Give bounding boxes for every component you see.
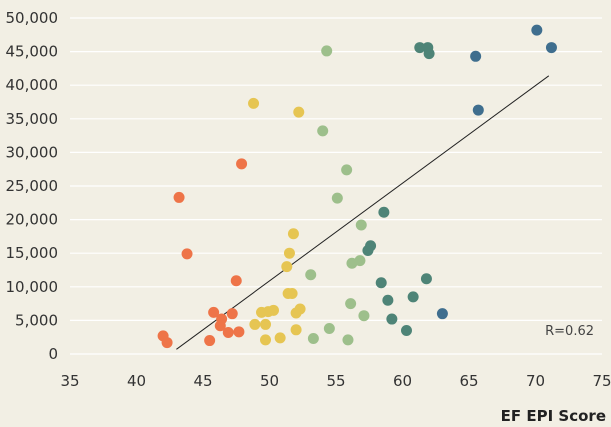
x-axis-title: EF EPI Score bbox=[501, 407, 606, 425]
y-tick-label: 35,000 bbox=[6, 110, 59, 128]
data-point-yellow bbox=[283, 247, 295, 259]
data-point-teal bbox=[386, 313, 398, 325]
trendline-group bbox=[176, 75, 550, 350]
data-point-yellow bbox=[248, 97, 260, 109]
x-tick-label: 60 bbox=[393, 372, 412, 390]
data-point-teal bbox=[378, 206, 390, 218]
y-tick-label: 10,000 bbox=[6, 278, 59, 296]
data-point-yellow bbox=[294, 303, 306, 315]
data-point-green bbox=[317, 125, 329, 137]
data-point-green bbox=[307, 333, 319, 345]
data-point-yellow bbox=[260, 334, 272, 346]
data-point-green bbox=[345, 298, 357, 310]
data-point-orange bbox=[233, 326, 245, 338]
data-point-green bbox=[341, 164, 353, 176]
x-tick-label: 65 bbox=[459, 372, 478, 390]
data-point-yellow bbox=[287, 228, 299, 240]
data-point-green bbox=[358, 310, 370, 322]
y-tick-label: 5,000 bbox=[15, 311, 58, 329]
data-point-teal bbox=[420, 273, 432, 285]
y-tick-label: 40,000 bbox=[6, 76, 59, 94]
x-tick-label: 55 bbox=[326, 372, 345, 390]
data-point-yellow bbox=[249, 318, 261, 330]
gridlines bbox=[70, 17, 602, 355]
data-point-orange bbox=[236, 158, 248, 170]
y-tick-label: 25,000 bbox=[6, 177, 59, 195]
data-point-orange bbox=[222, 326, 234, 338]
y-tick-label: 50,000 bbox=[6, 9, 59, 27]
x-tick-label: 40 bbox=[127, 372, 146, 390]
data-point-green bbox=[354, 255, 366, 267]
data-point-blue bbox=[470, 50, 482, 62]
x-tick-label: 70 bbox=[526, 372, 545, 390]
data-point-yellow bbox=[281, 261, 293, 273]
data-points bbox=[157, 24, 557, 349]
data-point-green bbox=[342, 334, 354, 346]
data-point-green bbox=[331, 192, 343, 204]
data-point-orange bbox=[230, 275, 242, 287]
data-point-yellow bbox=[274, 332, 286, 344]
data-point-orange bbox=[226, 308, 238, 320]
x-tick-label: 35 bbox=[60, 372, 79, 390]
data-point-blue bbox=[545, 42, 557, 54]
data-point-orange bbox=[173, 191, 185, 203]
data-point-teal bbox=[400, 324, 412, 336]
data-point-yellow bbox=[260, 318, 272, 330]
x-tick-label: 50 bbox=[260, 372, 279, 390]
data-point-orange bbox=[216, 313, 228, 325]
data-point-green bbox=[323, 322, 335, 334]
data-point-teal bbox=[382, 294, 394, 306]
data-point-yellow bbox=[267, 304, 279, 316]
data-point-blue bbox=[436, 308, 448, 320]
data-point-teal bbox=[423, 48, 435, 60]
data-point-yellow bbox=[286, 288, 298, 300]
y-tick-label: 30,000 bbox=[6, 143, 59, 161]
data-point-yellow bbox=[290, 324, 302, 336]
data-point-orange bbox=[208, 306, 220, 318]
data-point-orange bbox=[161, 337, 173, 349]
data-point-teal bbox=[375, 277, 387, 289]
data-point-green bbox=[321, 45, 333, 57]
y-tick-label: 45,000 bbox=[6, 43, 59, 61]
correlation-annotation: R=0.62 bbox=[545, 324, 594, 339]
y-axis-tick-labels: 0 5,000 10,000 15,000 20,000 25,000 30,000 35,0… bbox=[6, 9, 59, 363]
y-tick-label: 0 bbox=[48, 345, 58, 363]
data-point-teal bbox=[365, 240, 377, 252]
data-point-orange bbox=[181, 248, 193, 260]
y-tick-label: 20,000 bbox=[6, 211, 59, 229]
data-point-teal bbox=[414, 42, 426, 54]
data-point-green bbox=[355, 219, 367, 231]
data-point-blue bbox=[531, 24, 543, 36]
x-tick-label: 45 bbox=[193, 372, 212, 390]
data-point-blue bbox=[472, 104, 484, 116]
y-tick-label: 15,000 bbox=[6, 244, 59, 262]
data-point-orange bbox=[204, 335, 216, 347]
trendline bbox=[176, 75, 550, 350]
data-point-teal bbox=[407, 291, 419, 303]
x-axis-tick-labels: 35 40 45 50 55 60 65 70 75 bbox=[60, 372, 611, 390]
data-point-green bbox=[305, 269, 317, 281]
data-point-yellow bbox=[293, 106, 305, 118]
x-tick-label: 75 bbox=[592, 372, 611, 390]
